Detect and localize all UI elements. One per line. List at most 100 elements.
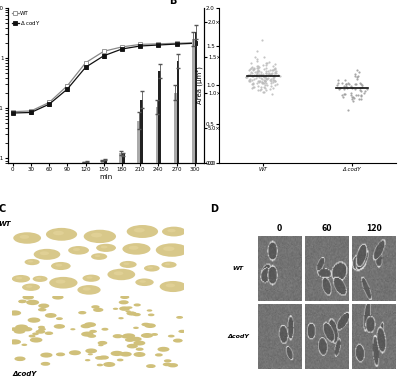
Circle shape	[40, 352, 52, 358]
Text: C: C	[0, 204, 6, 214]
Point	[255, 78, 261, 84]
Bar	[119, 153, 122, 163]
Circle shape	[85, 359, 90, 361]
Point	[254, 69, 260, 75]
Circle shape	[10, 327, 19, 331]
Point	[254, 71, 261, 77]
Point	[357, 87, 363, 93]
Circle shape	[96, 244, 116, 252]
Circle shape	[91, 233, 102, 238]
Bar	[138, 121, 140, 163]
Point	[339, 92, 345, 98]
Circle shape	[40, 251, 49, 255]
Circle shape	[56, 279, 66, 284]
Point	[260, 66, 267, 72]
Circle shape	[168, 335, 175, 337]
Circle shape	[24, 259, 40, 265]
Point	[272, 66, 278, 72]
Point	[262, 78, 268, 84]
Circle shape	[28, 261, 33, 262]
Point	[339, 80, 346, 86]
Circle shape	[38, 303, 49, 308]
Circle shape	[22, 343, 27, 346]
Point	[248, 65, 254, 71]
Point	[357, 85, 363, 91]
Point	[258, 84, 264, 90]
Point	[254, 67, 260, 74]
Point	[263, 68, 269, 74]
Circle shape	[146, 364, 156, 368]
Point	[254, 87, 261, 93]
Point	[246, 78, 252, 84]
Point	[261, 74, 268, 80]
Circle shape	[95, 356, 104, 360]
Circle shape	[22, 295, 34, 300]
Circle shape	[88, 353, 93, 356]
Point	[264, 75, 271, 81]
Point	[254, 80, 260, 86]
Point	[260, 62, 267, 68]
Point	[251, 65, 257, 71]
Point	[276, 72, 283, 78]
Point	[272, 61, 278, 67]
Circle shape	[56, 352, 65, 356]
Circle shape	[97, 364, 103, 366]
Bar	[174, 92, 176, 163]
Point	[356, 96, 362, 102]
Point	[264, 68, 271, 74]
Point	[358, 81, 364, 87]
Circle shape	[108, 269, 135, 280]
Circle shape	[54, 324, 65, 329]
Point	[243, 74, 250, 80]
Point	[263, 70, 270, 76]
Circle shape	[22, 284, 40, 291]
Point	[258, 72, 264, 78]
Point	[348, 85, 355, 91]
Bar	[156, 107, 158, 163]
Circle shape	[84, 322, 96, 327]
Point	[270, 63, 276, 69]
Point	[350, 98, 356, 104]
Point	[267, 77, 273, 83]
Circle shape	[162, 227, 186, 236]
Point	[260, 77, 267, 83]
Point	[345, 80, 352, 86]
Point	[358, 96, 364, 102]
Circle shape	[119, 307, 130, 311]
Circle shape	[70, 328, 76, 330]
Point	[252, 69, 258, 75]
Point	[351, 95, 357, 101]
Point	[256, 74, 262, 80]
Circle shape	[133, 340, 145, 346]
Point	[260, 80, 267, 86]
Point	[268, 80, 274, 86]
Point	[350, 94, 356, 100]
Circle shape	[18, 300, 27, 303]
Bar	[158, 71, 161, 163]
Point	[253, 72, 260, 78]
Point	[349, 96, 355, 102]
Point	[266, 70, 272, 77]
Circle shape	[144, 265, 160, 271]
Point	[258, 69, 264, 75]
Bar	[86, 162, 88, 163]
Legend: WT, $\Delta$ codY: WT, $\Delta$ codY	[11, 10, 42, 28]
Point	[255, 63, 261, 69]
Circle shape	[91, 253, 107, 260]
Point	[360, 90, 367, 97]
Circle shape	[136, 348, 144, 351]
Point	[249, 73, 256, 79]
Circle shape	[103, 362, 115, 367]
Circle shape	[14, 357, 26, 361]
Point	[352, 81, 358, 87]
Point	[335, 78, 342, 84]
Point	[248, 81, 255, 87]
Point	[248, 60, 254, 66]
Circle shape	[142, 323, 150, 326]
Point	[359, 82, 365, 88]
Point	[264, 60, 271, 66]
Circle shape	[125, 338, 135, 342]
Point	[250, 73, 257, 79]
Circle shape	[28, 335, 36, 337]
Circle shape	[155, 353, 163, 357]
